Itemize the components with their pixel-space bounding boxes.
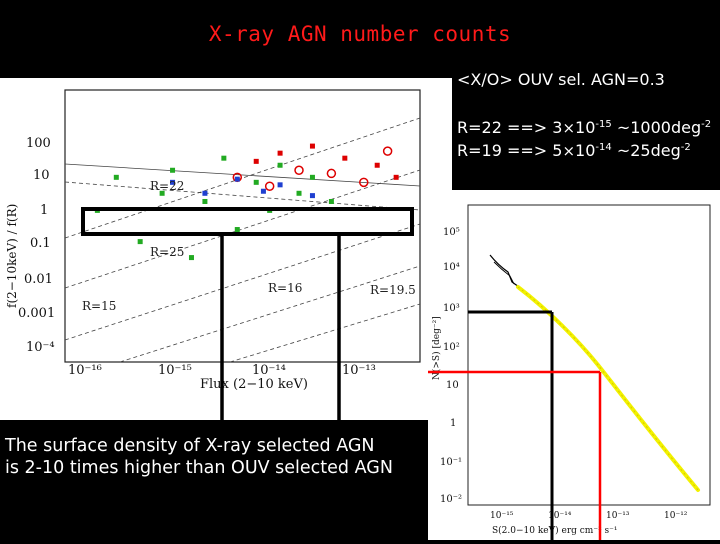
scatter-point	[264, 181, 275, 191]
y-tick-label: 10	[446, 380, 459, 391]
y-tick-label: 1	[450, 418, 456, 429]
y-tick-labels: 100 10 1 0.1 0.01 0.001 10⁻⁴	[18, 136, 55, 355]
magnitude-annotations: R=22 R=15 R=16 R=19.5 R=25	[82, 179, 416, 313]
r19-lead: R=19 ==> 5	[457, 141, 563, 160]
y-axis-label: N(>S) [deg⁻²]	[431, 316, 442, 380]
annotation-r16: R=16	[268, 281, 302, 295]
scatter-point	[309, 174, 315, 180]
x-tick-labels: 10⁻¹⁶ 10⁻¹⁵ 10⁻¹⁴ 10⁻¹³	[68, 363, 376, 378]
scatter-point	[277, 182, 283, 188]
scatter-point	[113, 174, 119, 180]
y-tick-label: 100	[26, 136, 51, 151]
scatter-point	[170, 167, 176, 173]
x-tick-label: 10⁻¹³	[342, 363, 376, 378]
scatter-point	[277, 150, 283, 156]
scatter-point	[253, 179, 259, 185]
scatter-point	[309, 143, 315, 149]
y-tick-label: 10²	[443, 342, 460, 353]
plot-frame	[64, 89, 421, 363]
y-tick-label: 10⁻²	[440, 494, 462, 505]
y-tick-label: 1	[40, 203, 48, 218]
scatter-point	[137, 239, 143, 245]
x-axis-label: S(2.0−10 keV) erg cm⁻² s⁻¹	[492, 525, 618, 536]
r22-note: R=22 ==> 3×10-15 ~1000deg-2	[457, 118, 711, 137]
annotation-r25: R=25	[150, 245, 184, 259]
annotation-r195: R=19.5	[370, 283, 416, 297]
scatter-point	[342, 155, 348, 161]
scatter-point	[277, 162, 283, 168]
y-tick-label: 10⁵	[443, 227, 460, 238]
y-tick-labels: 10⁵ 10⁴ 10³ 10² 10 1 10⁻¹ 10⁻²	[440, 227, 462, 505]
r22-mantissa: 10	[575, 118, 596, 137]
scatter-point	[234, 227, 240, 233]
scatter-point	[202, 198, 208, 204]
x-tick-label: 10⁻¹⁴	[548, 511, 572, 521]
x-tick-labels: 10⁻¹⁵ 10⁻¹⁴ 10⁻¹³ 10⁻¹²	[490, 511, 688, 521]
scatter-point	[296, 190, 302, 196]
x-tick-label: 10⁻¹⁵	[158, 363, 192, 378]
iso-magnitude-lines	[64, 117, 421, 363]
model-curve-lower	[493, 261, 515, 285]
r19-exponent: -14	[595, 142, 612, 153]
y-tick-label: 10	[33, 168, 50, 183]
annotation-r15: R=15	[82, 299, 116, 313]
y-tick-label: 0.01	[24, 272, 53, 287]
x-tick-label: 10⁻¹⁵	[490, 511, 514, 521]
x-tick-label: 10⁻¹²	[664, 511, 688, 521]
scatter-point	[328, 198, 334, 204]
scatter-point	[382, 146, 393, 156]
scatter-point	[294, 165, 304, 176]
ratio-note: <X/O> OUV sel. AGN=0.3	[457, 70, 665, 89]
scatter-point	[374, 162, 380, 168]
r19-mantissa: 10	[575, 141, 596, 160]
scatter-point	[159, 190, 165, 196]
caption: The surface density of X-ray selected AG…	[5, 435, 393, 479]
r19-tail: ~25deg	[611, 141, 681, 160]
scatter-points	[94, 143, 399, 261]
selection-box	[81, 207, 414, 236]
r22-lead: R=22 ==> 3	[457, 118, 563, 137]
r22-tail: ~1000deg	[611, 118, 702, 137]
r22-times: ×	[562, 119, 576, 137]
x-axis-label: Flux (2−10 keV)	[200, 377, 308, 392]
scatter-point	[170, 179, 176, 185]
logn-logs-plot: 10⁵ 10⁴ 10³ 10² 10 1 10⁻¹ 10⁻² 10⁻¹⁵ 10⁻…	[428, 190, 720, 540]
scatter-point	[221, 155, 227, 161]
caption-line-1: The surface density of X-ray selected AG…	[5, 436, 375, 456]
y-tick-label: 10⁴	[443, 262, 460, 273]
scatter-point	[234, 176, 240, 182]
r22-unit-exponent: -2	[701, 119, 712, 130]
x-tick-label: 10⁻¹⁶	[68, 363, 102, 378]
scatter-point	[202, 190, 208, 196]
y-tick-label: 0.1	[30, 236, 51, 251]
scatter-point	[359, 177, 369, 188]
y-tick-label: 10⁻⁴	[26, 340, 55, 355]
slide-title: X-ray AGN number counts	[208, 22, 512, 46]
scatter-plot-svg: 100 10 1 0.1 0.01 0.001 10⁻⁴ 10⁻¹⁶ 10⁻¹⁵…	[5, 89, 421, 420]
logn-logs-svg: 10⁵ 10⁴ 10³ 10² 10 1 10⁻¹ 10⁻² 10⁻¹⁵ 10⁻…	[428, 204, 711, 540]
scatter-point	[260, 188, 266, 194]
annotation-r22: R=22	[150, 179, 184, 193]
scatter-point	[326, 168, 337, 179]
scatter-point	[188, 255, 194, 261]
r19-times: ×	[562, 142, 576, 160]
y-tick-label: 10³	[443, 303, 460, 314]
scatter-point	[393, 174, 399, 180]
scatter-point	[253, 158, 259, 164]
r19-unit-exponent: -2	[680, 142, 691, 153]
flux-ratio-scatter-plot: 100 10 1 0.1 0.01 0.001 10⁻⁴ 10⁻¹⁶ 10⁻¹⁵…	[0, 78, 452, 420]
scatter-point	[309, 193, 315, 199]
y-tick-label: 10⁻¹	[440, 457, 462, 468]
r22-exponent: -15	[595, 119, 612, 130]
caption-line-2: is 2-10 times higher than OUV selected A…	[5, 458, 393, 478]
y-axis-label: f(2−10keV) / f(R)	[5, 204, 19, 308]
y-tick-label: 0.001	[18, 306, 55, 321]
x-tick-label: 10⁻¹⁴	[252, 363, 286, 378]
r19-note: R=19 ==> 5×10-14 ~25deg-2	[457, 141, 691, 160]
x-tick-label: 10⁻¹³	[606, 511, 630, 521]
